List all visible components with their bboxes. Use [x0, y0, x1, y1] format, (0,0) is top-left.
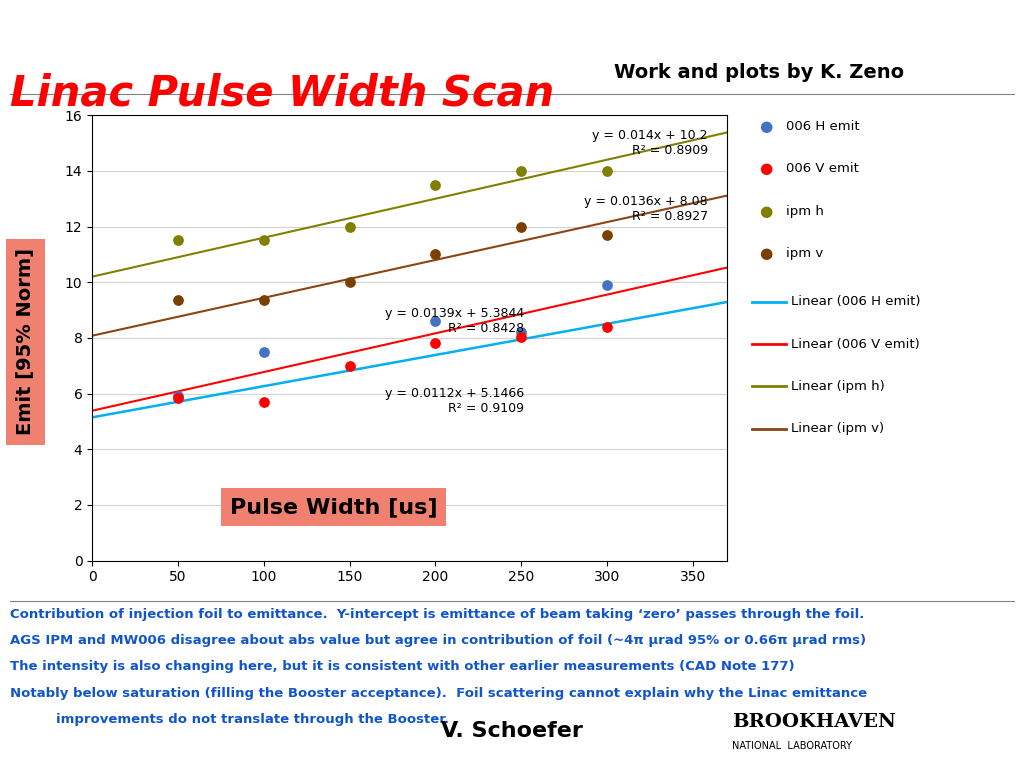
- Point: [256, 294, 272, 306]
- Text: NATIONAL  LABORATORY: NATIONAL LABORATORY: [732, 741, 852, 751]
- Point: [427, 179, 443, 191]
- Point: [427, 337, 443, 349]
- Text: Linear (006 H emit): Linear (006 H emit): [791, 296, 920, 308]
- Text: ●: ●: [760, 246, 772, 261]
- Text: Linear (ipm h): Linear (ipm h): [791, 380, 885, 392]
- Point: [170, 294, 186, 306]
- Text: ●: ●: [760, 161, 772, 177]
- Text: Linear (006 V emit): Linear (006 V emit): [791, 338, 920, 350]
- Text: y = 0.0136x + 8.08
R² = 0.8927: y = 0.0136x + 8.08 R² = 0.8927: [585, 195, 708, 223]
- Text: ●: ●: [760, 119, 772, 134]
- Text: Linear (ipm v): Linear (ipm v): [791, 422, 884, 435]
- Point: [170, 234, 186, 247]
- Text: ipm v: ipm v: [786, 247, 823, 260]
- Point: [599, 229, 615, 241]
- Point: [341, 220, 357, 233]
- Text: 006 H emit: 006 H emit: [786, 121, 860, 133]
- Text: Emit [95% Norm]: Emit [95% Norm]: [16, 248, 35, 435]
- Point: [513, 165, 529, 177]
- Text: ipm h: ipm h: [786, 205, 824, 217]
- Text: V. Schoefer: V. Schoefer: [441, 721, 583, 741]
- Text: 006 V emit: 006 V emit: [786, 163, 859, 175]
- Text: The intensity is also changing here, but it is consistent with other earlier mea: The intensity is also changing here, but…: [10, 660, 795, 674]
- Point: [341, 276, 357, 289]
- Point: [513, 330, 529, 343]
- Point: [256, 234, 272, 247]
- Point: [256, 346, 272, 358]
- Text: Contribution of injection foil to emittance.  Y-intercept is emittance of beam t: Contribution of injection foil to emitta…: [10, 608, 864, 621]
- Text: y = 0.014x + 10.2
R² = 0.8909: y = 0.014x + 10.2 R² = 0.8909: [593, 128, 708, 157]
- Text: improvements do not translate through the Booster.: improvements do not translate through th…: [56, 713, 450, 726]
- Point: [599, 321, 615, 333]
- Text: Notably below saturation (filling the Booster acceptance).  Foil scattering cann: Notably below saturation (filling the Bo…: [10, 687, 867, 700]
- Text: y = 0.0139x + 5.3844
R² = 0.8428: y = 0.0139x + 5.3844 R² = 0.8428: [385, 306, 524, 335]
- Point: [170, 390, 186, 402]
- Point: [256, 396, 272, 408]
- Text: Pulse Width [us]: Pulse Width [us]: [229, 497, 437, 517]
- Point: [427, 248, 443, 260]
- Point: [170, 392, 186, 404]
- Point: [513, 220, 529, 233]
- Text: Work and plots by K. Zeno: Work and plots by K. Zeno: [614, 63, 904, 82]
- Text: Linac Pulse Width Scan: Linac Pulse Width Scan: [10, 73, 554, 115]
- Text: AGS IPM and MW006 disagree about abs value but agree in contribution of foil (~4: AGS IPM and MW006 disagree about abs val…: [10, 634, 866, 647]
- Text: BROOKHAVEN: BROOKHAVEN: [732, 713, 896, 731]
- Point: [599, 165, 615, 177]
- Point: [513, 326, 529, 339]
- Point: [599, 279, 615, 291]
- Text: ●: ●: [760, 204, 772, 219]
- Point: [341, 359, 357, 372]
- Point: [427, 315, 443, 327]
- Text: y = 0.0112x + 5.1466
R² = 0.9109: y = 0.0112x + 5.1466 R² = 0.9109: [385, 387, 524, 415]
